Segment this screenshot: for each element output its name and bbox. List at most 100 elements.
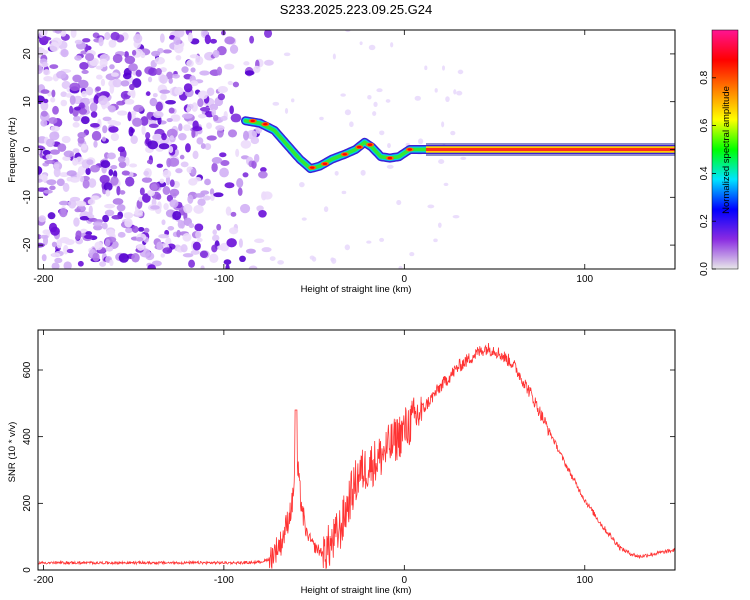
noise-blob	[129, 163, 138, 168]
noise-blob-faint	[373, 101, 378, 108]
ridge-hotspot-core	[250, 119, 255, 123]
noise-blob	[110, 132, 120, 142]
noise-blob	[59, 236, 70, 244]
spectrogram-ytick-label: 20	[22, 48, 33, 60]
noise-blob	[181, 113, 193, 119]
colorbar: 0.0 0.2 0.4 0.6 0.8 Normalized spectral ampl…	[699, 29, 739, 276]
noise-blob	[209, 253, 219, 264]
noise-blob-faint	[301, 217, 307, 221]
noise-blob	[117, 231, 126, 238]
noise-blob	[60, 99, 68, 107]
noise-blob	[95, 65, 103, 70]
noise-blob-faint	[418, 138, 424, 145]
snr-ytick-label: 200	[22, 495, 33, 512]
noise-blob-faint	[456, 90, 463, 96]
noise-blob	[143, 170, 149, 176]
noise-blob	[139, 187, 145, 196]
snr-xtick-label: 0	[402, 575, 408, 586]
noise-blob	[165, 175, 171, 186]
noise-blob	[172, 210, 182, 221]
noise-blob	[158, 233, 170, 239]
colorbar-tick-label: 0.6	[699, 118, 710, 132]
noise-blob	[173, 36, 181, 46]
noise-blob	[58, 200, 69, 206]
noise-blob	[51, 262, 60, 269]
noise-blob	[72, 148, 80, 154]
noise-blob	[264, 59, 274, 66]
noise-blob	[153, 111, 164, 119]
noise-blob	[191, 102, 198, 112]
noise-blob-faint	[372, 111, 377, 116]
noise-blob	[74, 55, 82, 61]
noise-blob-faint	[396, 199, 402, 206]
noise-blob	[166, 71, 174, 80]
noise-blob	[196, 237, 203, 243]
noise-blob	[101, 136, 107, 142]
noise-blob	[40, 110, 48, 117]
noise-blob-faint	[414, 95, 421, 101]
noise-blob-faint	[445, 96, 450, 103]
noise-blob	[152, 134, 162, 141]
noise-blob	[162, 247, 173, 254]
noise-blob	[118, 253, 130, 263]
noise-blob	[178, 123, 183, 132]
spectrogram-xtick-label: 100	[576, 274, 593, 285]
colorbar-tick-label: 0.0	[699, 262, 710, 276]
snr-ytick-label: 600	[22, 361, 33, 378]
noise-blob	[69, 95, 76, 105]
noise-blob	[232, 81, 240, 88]
noise-blob	[69, 176, 80, 183]
noise-blob	[190, 249, 200, 255]
noise-blob-faint	[385, 99, 391, 103]
noise-blob	[110, 164, 118, 170]
noise-blob	[251, 160, 257, 169]
snr-ylabel: SNR (10 * v/v)	[7, 422, 18, 483]
snr-ytick-label: 400	[22, 428, 33, 445]
noise-blob	[124, 218, 133, 228]
noise-blob	[253, 65, 261, 73]
noise-blob	[98, 36, 104, 47]
noise-blob	[69, 105, 74, 114]
noise-blob	[148, 123, 159, 128]
noise-blob	[59, 207, 68, 218]
noise-blob	[49, 149, 61, 155]
noise-blob	[209, 38, 217, 44]
noise-blob	[260, 167, 267, 173]
spectrogram-ytick-label: -10	[22, 190, 33, 205]
noise-blob	[167, 226, 175, 231]
noise-blob	[159, 74, 168, 84]
noise-blob	[168, 107, 175, 114]
noise-blob	[199, 70, 210, 76]
noise-blob	[261, 191, 273, 200]
ridge-hotspot-core	[322, 162, 328, 166]
noise-blob	[65, 93, 73, 98]
noise-blob	[211, 162, 218, 173]
noise-blob	[50, 226, 60, 236]
noise-blob-faint	[344, 109, 351, 116]
ridge-hotspot-core	[357, 145, 362, 149]
noise-blob	[116, 100, 126, 106]
noise-blob	[209, 103, 219, 111]
snr-line-layer	[38, 342, 675, 569]
noise-blob	[224, 63, 235, 70]
noise-blob	[166, 194, 174, 202]
noise-blob	[254, 153, 260, 163]
noise-blob	[197, 113, 207, 119]
noise-blob	[178, 133, 187, 141]
noise-blob	[134, 209, 144, 216]
noise-blob	[77, 260, 84, 267]
noise-blob	[61, 135, 71, 144]
noise-blob	[199, 250, 209, 259]
noise-blob	[193, 204, 204, 214]
ridge-hotspot-core	[367, 143, 373, 146]
noise-blob	[63, 261, 72, 269]
noise-blob-faint	[272, 101, 280, 106]
noise-blob	[175, 54, 182, 61]
noise-blob	[187, 194, 194, 204]
noise-blob	[104, 238, 111, 247]
noise-blob	[159, 89, 171, 94]
noise-blob	[108, 39, 117, 48]
noise-blob	[112, 53, 123, 64]
noise-blob	[179, 154, 185, 160]
noise-blob	[107, 105, 114, 111]
